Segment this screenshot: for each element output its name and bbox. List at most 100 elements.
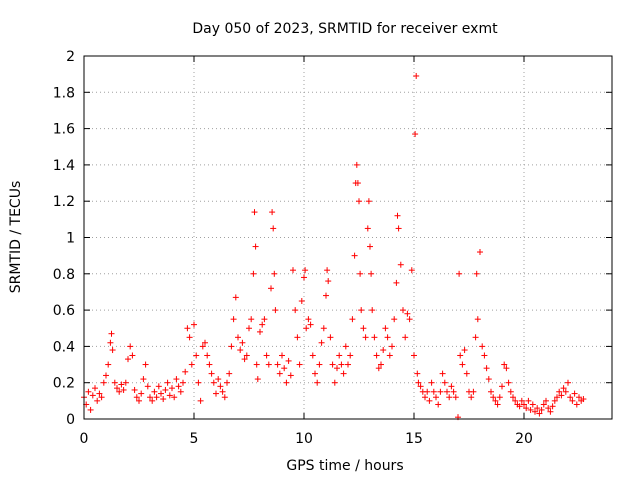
y-tick-label: 1.6 bbox=[53, 122, 75, 138]
data-point bbox=[305, 316, 312, 323]
data-point bbox=[164, 379, 171, 386]
data-point bbox=[492, 397, 499, 404]
data-point bbox=[100, 379, 107, 386]
data-point bbox=[127, 343, 134, 350]
data-point bbox=[271, 270, 278, 277]
data-point bbox=[395, 225, 402, 232]
data-point bbox=[193, 352, 200, 359]
data-point bbox=[580, 396, 587, 403]
data-point bbox=[261, 316, 268, 323]
data-point bbox=[125, 356, 131, 363]
data-point bbox=[140, 376, 147, 383]
data-point bbox=[323, 292, 329, 299]
data-point bbox=[441, 379, 448, 386]
y-tick-label: 1.8 bbox=[53, 85, 75, 101]
data-point bbox=[325, 278, 332, 285]
data-point bbox=[257, 328, 263, 335]
data-point bbox=[241, 356, 248, 363]
data-point bbox=[499, 383, 505, 390]
data-point bbox=[373, 352, 380, 359]
data-point bbox=[426, 397, 433, 404]
data-point bbox=[186, 334, 193, 341]
data-point bbox=[213, 390, 219, 397]
data-point bbox=[386, 352, 393, 359]
data-point bbox=[301, 274, 307, 281]
data-point bbox=[446, 394, 453, 401]
data-point bbox=[412, 131, 419, 138]
data-point bbox=[230, 316, 237, 323]
data-point bbox=[365, 198, 372, 205]
data-point bbox=[98, 394, 105, 401]
data-point bbox=[411, 352, 417, 359]
data-point bbox=[347, 352, 354, 359]
y-axis-label: SRMTID / TECUs bbox=[8, 181, 24, 294]
data-point bbox=[367, 243, 373, 250]
data-point bbox=[422, 394, 428, 401]
data-point bbox=[314, 379, 321, 386]
data-point bbox=[175, 383, 182, 390]
data-point bbox=[290, 267, 296, 274]
y-tick-label: 1 bbox=[66, 231, 75, 247]
data-point bbox=[540, 401, 547, 408]
data-point bbox=[155, 383, 162, 390]
y-tick-label: 1.4 bbox=[53, 158, 75, 174]
data-point bbox=[338, 361, 345, 368]
y-tick-label: 0.6 bbox=[53, 303, 75, 319]
data-point bbox=[182, 368, 189, 375]
x-tick-label: 15 bbox=[405, 431, 423, 447]
data-point bbox=[111, 379, 118, 386]
data-point bbox=[169, 385, 175, 392]
data-point bbox=[450, 388, 457, 395]
data-point bbox=[92, 385, 98, 392]
data-point bbox=[239, 339, 246, 346]
data-point bbox=[353, 161, 360, 168]
data-point bbox=[114, 385, 120, 392]
data-point bbox=[565, 379, 571, 386]
data-point bbox=[197, 397, 204, 404]
data-point bbox=[490, 394, 497, 401]
data-point bbox=[424, 388, 431, 395]
data-point bbox=[384, 334, 391, 341]
data-point bbox=[496, 394, 503, 401]
x-tick-label: 0 bbox=[80, 431, 89, 447]
data-point bbox=[560, 385, 567, 392]
data-point bbox=[400, 307, 406, 314]
data-point bbox=[545, 405, 552, 412]
data-point bbox=[129, 352, 136, 359]
data-point bbox=[547, 408, 554, 415]
data-point bbox=[292, 307, 299, 314]
data-point bbox=[118, 381, 125, 388]
data-point bbox=[414, 370, 421, 377]
data-point bbox=[505, 379, 512, 386]
data-point bbox=[534, 405, 541, 412]
y-tick-label: 0.4 bbox=[53, 339, 75, 355]
data-point bbox=[108, 330, 115, 337]
data-point bbox=[444, 388, 450, 395]
data-point bbox=[512, 397, 519, 404]
data-point bbox=[472, 334, 479, 341]
data-point bbox=[312, 370, 318, 377]
data-point bbox=[501, 361, 508, 368]
data-point bbox=[558, 392, 565, 399]
data-point bbox=[142, 361, 149, 368]
data-point bbox=[538, 406, 545, 413]
data-point bbox=[265, 361, 272, 368]
data-point bbox=[272, 307, 279, 314]
y-tick-label: 0.2 bbox=[53, 376, 75, 392]
data-point bbox=[318, 339, 325, 346]
data-point bbox=[532, 408, 538, 415]
data-point bbox=[334, 365, 340, 372]
data-point bbox=[529, 401, 536, 408]
data-point bbox=[569, 397, 576, 404]
data-point bbox=[368, 270, 375, 277]
data-point bbox=[232, 294, 239, 301]
data-point bbox=[274, 361, 281, 368]
data-series bbox=[81, 72, 587, 421]
data-point bbox=[510, 394, 516, 401]
data-point bbox=[417, 383, 424, 390]
data-point bbox=[251, 209, 258, 216]
data-point bbox=[303, 325, 310, 332]
data-point bbox=[166, 392, 173, 399]
